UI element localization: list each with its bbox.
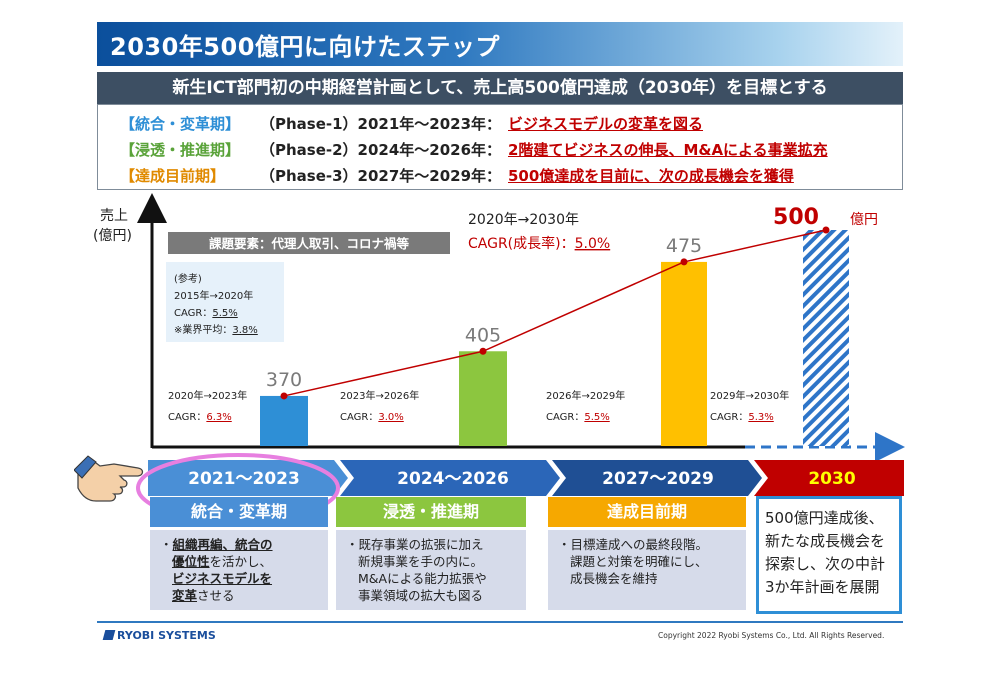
chart-svg: 売上 (億円) 課題要素：代理人取引、コロナ禍等 (参考) 2015年→2020… (93, 193, 905, 462)
y-axis-label-line1: 売上 (100, 208, 128, 224)
trend-point (822, 226, 830, 234)
period-chevron-2 (340, 460, 560, 496)
reference-box (166, 262, 284, 342)
phase-period: （Phase-3）2027年～2029年： (260, 167, 502, 185)
trend-point (479, 347, 487, 355)
phase-description: 500億達成を目前に、次の成長機会を獲得 (508, 167, 794, 185)
trend-point (680, 258, 688, 266)
period-chevron-3 (552, 460, 762, 496)
page-subtitle: 新生ICT部門初の中期経営計画として、売上高500億円達成（2030年）を目標と… (172, 78, 828, 98)
segment-cagr: CAGR：5.3% (710, 412, 774, 423)
bar-2026 (459, 351, 507, 446)
page-title: 2030年500億円に向けたステップ (110, 33, 500, 61)
phase-period: （Phase-1）2021年～2023年： (260, 115, 502, 133)
phase-tag: 【達成目前期】 (120, 167, 226, 185)
phase-summary-box: 【統合・変革期】 （Phase-1）2021年～2023年： ビジネスモデルの変革を… (97, 104, 903, 190)
phase-1-description: ・組織再編、統合の 優位性を活かし、 ビジネスモデルを 変革させる (150, 530, 328, 610)
phase-description: 2階建てビジネスの伸長、M&Aによる事業拡充 (508, 141, 828, 159)
goal-2030-box: 500億円達成後、新たな成長機会を探索し、次の中計3か年計画を展開 (756, 496, 902, 614)
reference-range: 2015年→2020年 (174, 289, 253, 302)
segment-cagr: CAGR：5.5% (546, 412, 610, 423)
footer-divider (97, 621, 903, 623)
segment-cagr-range: 2023年→2026年 (340, 389, 419, 402)
period-label: 2024～2026 (397, 469, 509, 489)
unit-label: 億円 (850, 212, 878, 228)
period-chevron-1 (148, 460, 348, 496)
copyright-text: Copyright 2022 Ryobi Systems Co., Ltd. A… (658, 631, 885, 640)
period-chevron-4 (754, 460, 904, 496)
data-label: 475 (666, 235, 702, 257)
phase-label-1: 統合・変革期 (150, 497, 328, 527)
company-logo: RYOBI SYSTEMS (102, 629, 216, 642)
reference-title: (参考) (174, 272, 202, 285)
reference-cagr: CAGR：5.5% (174, 308, 238, 319)
bar-2023 (260, 395, 308, 446)
phase-row-3: 【達成目前期】 （Phase-3）2027年～2029年： 500億達成を目前に、次… (120, 165, 902, 191)
segment-cagr: CAGR：3.0% (340, 412, 404, 423)
bar-2030 (803, 230, 849, 446)
data-label: 500 (773, 205, 819, 230)
overall-cagr: CAGR(成長率)：5.0% (468, 235, 610, 252)
period-label: 2030 (808, 469, 855, 489)
segment-cagr-range: 2026年→2029年 (546, 389, 625, 402)
bar-2029 (661, 261, 707, 446)
issue-label: 課題要素：代理人取引、コロナ禍等 (209, 236, 410, 251)
reference-industry: ※業界平均：3.8% (174, 323, 258, 336)
segment-cagr-range: 2020年→2023年 (168, 389, 247, 402)
y-axis-label-line2: (億円) (93, 228, 132, 244)
phase-row-2: 【浸透・推進期】 （Phase-2）2024年～2026年： 2階建てビジネスの伸長… (120, 139, 902, 165)
phase-2-description: ・既存事業の拡張に加え 新規事業を手の内に。 M&Aによる能力拡張や 事業領域の… (336, 530, 526, 610)
segment-cagr-range: 2029年→2030年 (710, 389, 789, 402)
logo-mark-icon (102, 630, 116, 640)
trend-point (280, 392, 288, 400)
phase-label-3: 達成目前期 (548, 497, 746, 527)
trend-line (283, 229, 827, 397)
phase-period: （Phase-2）2024年～2026年： (260, 141, 502, 159)
title-bar (97, 22, 903, 66)
period-label: 2027～2029 (602, 469, 714, 489)
timeline-bar: 2021～2023 2024～2026 2027～2029 2030 (148, 460, 904, 496)
issue-box (168, 232, 450, 254)
phase-row-1: 【統合・変革期】 （Phase-1）2021年～2023年： ビジネスモデルの変革を… (120, 113, 902, 139)
period-label: 2021～2023 (188, 469, 300, 489)
segment-cagr: CAGR：6.3% (168, 412, 232, 423)
phase-3-description: ・目標達成への最終段階。 課題と対策を明確にし、 成長機会を維持 (548, 530, 746, 610)
phase-description: ビジネスモデルの変革を図る (508, 115, 704, 133)
subtitle-bar (97, 72, 903, 104)
phase-tag: 【浸透・推進期】 (120, 141, 241, 159)
pointing-hand-icon (74, 455, 144, 502)
data-label: 405 (465, 324, 501, 346)
phase-tag: 【統合・変革期】 (120, 115, 241, 133)
data-label: 370 (266, 369, 302, 391)
phase-label-2: 浸透・推進期 (336, 497, 526, 527)
revenue-chart: 売上 (億円) 課題要素：代理人取引、コロナ禍等 (参考) 2015年→2020… (0, 190, 1000, 462)
overall-cagr-range: 2020年→2030年 (468, 212, 579, 228)
